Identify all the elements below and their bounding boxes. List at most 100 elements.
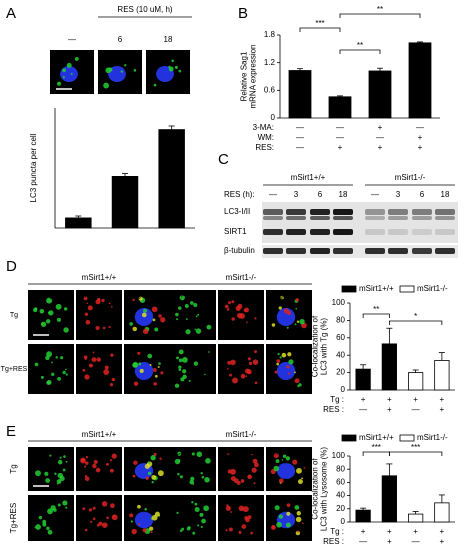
signal bbox=[191, 501, 194, 504]
signal bbox=[244, 368, 251, 374]
bar bbox=[111, 175, 139, 229]
signal bbox=[56, 479, 62, 484]
condition-label: 3-MA: bbox=[253, 123, 274, 132]
band bbox=[263, 229, 283, 235]
y-tick-label: 80 bbox=[336, 316, 345, 325]
y-tick-label: 80 bbox=[336, 464, 345, 473]
signal bbox=[90, 520, 93, 523]
y-tick-label: 20 bbox=[336, 504, 345, 513]
signal bbox=[158, 362, 161, 365]
signal bbox=[195, 328, 202, 334]
condition-value: — bbox=[412, 537, 420, 546]
signal bbox=[42, 519, 47, 524]
micrograph bbox=[218, 495, 264, 541]
micrograph bbox=[76, 344, 122, 394]
condition-value: — bbox=[336, 123, 344, 132]
signal bbox=[244, 307, 249, 313]
bar bbox=[408, 42, 432, 119]
signal bbox=[280, 295, 284, 300]
signal bbox=[158, 314, 162, 318]
legend-label: mSirt1-/- bbox=[417, 433, 448, 442]
signal bbox=[51, 361, 53, 364]
signal bbox=[95, 467, 101, 473]
signal bbox=[286, 326, 289, 329]
signal bbox=[49, 454, 52, 457]
signal bbox=[152, 367, 157, 372]
signal bbox=[226, 504, 229, 507]
signal bbox=[236, 312, 243, 319]
signal bbox=[102, 326, 106, 330]
signal bbox=[230, 468, 237, 475]
y-axis-label: Co-localization of bbox=[311, 315, 320, 377]
signal bbox=[275, 459, 280, 464]
signal bbox=[65, 460, 68, 463]
group-label: mSirt1+/+ bbox=[82, 273, 117, 282]
y-tick-label: 0.6 bbox=[264, 85, 276, 94]
signal bbox=[154, 511, 160, 517]
signal bbox=[48, 311, 51, 315]
signal bbox=[57, 376, 61, 381]
signal bbox=[296, 467, 302, 474]
signal bbox=[245, 375, 248, 377]
signal bbox=[111, 453, 117, 459]
lane-label: — bbox=[269, 190, 277, 199]
signal bbox=[46, 351, 53, 358]
signal bbox=[46, 380, 51, 385]
group-label: mSirt1-/- bbox=[395, 173, 426, 182]
signal bbox=[295, 298, 299, 302]
signal bbox=[45, 355, 50, 361]
signal bbox=[302, 522, 304, 525]
signal bbox=[298, 383, 302, 387]
signal bbox=[65, 373, 68, 376]
signal bbox=[86, 302, 89, 305]
signal bbox=[142, 528, 147, 533]
signal bbox=[84, 528, 88, 532]
condition-label: Tg : bbox=[330, 527, 344, 536]
band bbox=[365, 209, 385, 215]
signal bbox=[39, 308, 45, 314]
signal bbox=[142, 328, 149, 335]
signal bbox=[230, 476, 236, 481]
band bbox=[333, 216, 353, 220]
condition-value: + bbox=[440, 527, 445, 536]
signal bbox=[159, 457, 162, 460]
signal bbox=[199, 512, 204, 517]
signal bbox=[301, 477, 304, 480]
signal bbox=[84, 357, 87, 360]
signal bbox=[62, 468, 66, 472]
row-label: Tg bbox=[9, 464, 18, 473]
band bbox=[263, 248, 283, 254]
condition-value: — bbox=[376, 133, 384, 142]
signal bbox=[278, 478, 284, 484]
legend-swatch bbox=[341, 285, 357, 293]
condition-value: — bbox=[359, 537, 367, 546]
micrograph bbox=[218, 344, 264, 394]
band bbox=[412, 209, 432, 215]
band bbox=[263, 216, 283, 220]
signal bbox=[171, 59, 174, 63]
signal bbox=[137, 504, 141, 509]
signal bbox=[89, 364, 91, 367]
signal bbox=[250, 531, 253, 535]
signal bbox=[84, 312, 89, 316]
signal bbox=[287, 372, 291, 375]
signal bbox=[294, 378, 300, 384]
lane-title: RES (h): bbox=[224, 190, 255, 199]
signal bbox=[138, 523, 141, 526]
signal bbox=[246, 321, 248, 324]
signal bbox=[285, 522, 291, 528]
y-tick-label: 100 bbox=[332, 451, 346, 460]
condition-value: + bbox=[440, 405, 445, 414]
band bbox=[388, 209, 408, 215]
band bbox=[365, 216, 385, 220]
signal bbox=[84, 465, 87, 468]
signal bbox=[247, 515, 252, 520]
signal bbox=[237, 303, 243, 309]
band bbox=[435, 229, 455, 235]
y-axis-label: LC3 with Lysosome (%) bbox=[320, 447, 329, 532]
signal bbox=[46, 526, 50, 531]
signal bbox=[74, 57, 79, 61]
condition-value: — bbox=[359, 405, 367, 414]
y-tick-label: 1.8 bbox=[264, 30, 276, 39]
signal bbox=[147, 471, 152, 476]
